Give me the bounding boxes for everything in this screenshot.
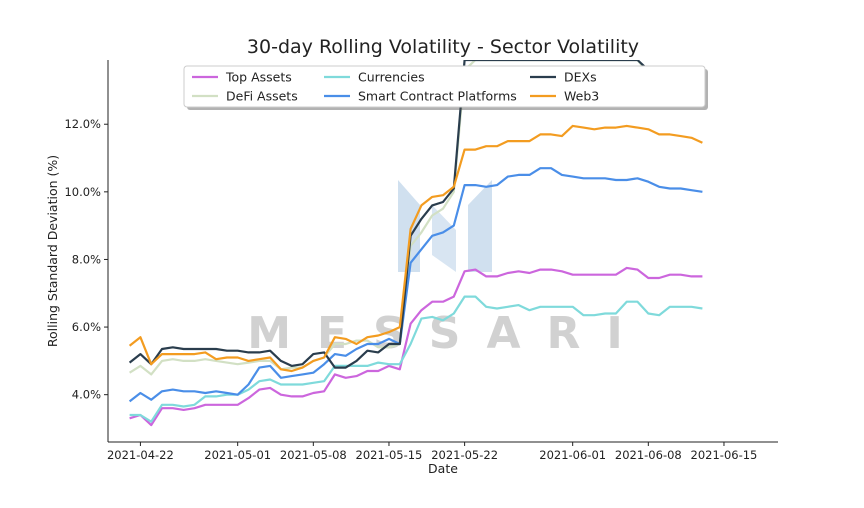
y-tick-label: 8.0% [72,252,101,266]
chart-title: 30-day Rolling Volatility - Sector Volat… [247,36,639,58]
watermark-shape-left [398,180,420,272]
watermark-shape-mid [432,205,456,272]
series-line-defi-assets [129,60,703,376]
y-axis-label: Rolling Standard Deviation (%) [45,155,60,347]
series-line-smart-contract-platforms [128,167,703,403]
y-tick-label: 12.0% [64,117,101,131]
legend-label-currencies: Currencies [358,70,425,85]
watermark-shape-right [468,180,492,272]
series-line-currencies [129,295,703,423]
x-tick-label: 2021-05-08 [280,448,347,462]
x-tick-label: 2021-04-22 [107,448,174,462]
y-tick-label: 10.0% [64,185,101,199]
legend-label-dexs: DEXs [564,70,597,85]
legend-label-top-assets: Top Assets [225,70,292,85]
x-tick-label: 2021-05-01 [204,448,271,462]
watermark-text: MESSARI [247,308,649,359]
x-axis-label: Date [428,461,458,476]
series-line-top-assets [129,266,703,427]
messari-watermark: MESSARI [247,180,649,359]
legend-label-defi-assets: DeFi Assets [226,89,298,104]
x-tick-label: 2021-06-15 [691,448,758,462]
legend-label-web3: Web3 [564,89,599,104]
legend: Top Assets DeFi Assets Currencies Smart Con… [183,65,708,110]
x-tick-label: 2021-05-22 [431,448,498,462]
y-tick-label: 4.0% [72,388,101,402]
x-tick-label: 2021-05-15 [356,448,423,462]
legend-box [183,65,706,108]
series-line-web3 [128,124,703,373]
y-tick-label: 6.0% [72,320,101,334]
x-tick-label: 2021-06-01 [539,448,606,462]
x-tick-label: 2021-06-08 [615,448,682,462]
series-line-dexs [128,60,703,369]
legend-label-smart-contract-platforms: Smart Contract Platforms [358,89,517,104]
